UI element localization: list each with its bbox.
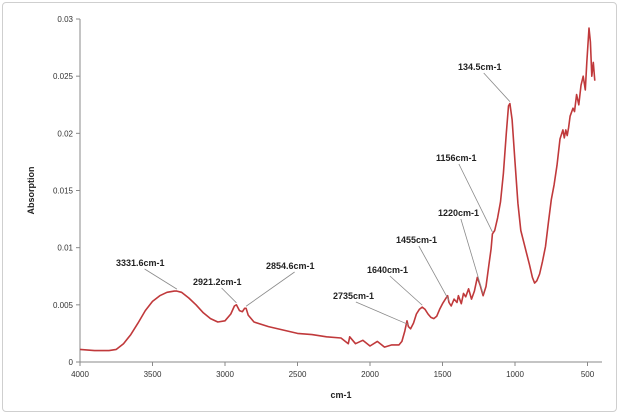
annotation-leader: [245, 271, 295, 307]
y-tick-label: 0: [69, 358, 74, 367]
peak-annotation: 2735cm-1: [333, 291, 374, 301]
annotation-leader: [418, 245, 450, 301]
annotation-leader: [460, 218, 484, 294]
x-tick-label: 4000: [71, 370, 89, 379]
peak-annotation: 1455cm-1: [396, 235, 437, 245]
x-tick-label: 1000: [506, 370, 524, 379]
peak-annotation: 3331.6cm-1: [116, 258, 165, 268]
x-axis-title: cm-1: [330, 390, 351, 400]
axes: 0 0.005 0.01 0.015 0.02 0.025 0.03 4000 3500 3000…: [53, 15, 602, 379]
peak-annotation: 1640cm-1: [367, 265, 408, 275]
peak-annotation: 134.5cm-1: [458, 62, 502, 72]
peak-annotation: 1220cm-1: [438, 208, 479, 218]
peak-annotation: 1156cm-1: [436, 153, 477, 163]
annotation-leader: [483, 72, 511, 102]
y-tick-label: 0.03: [57, 15, 73, 24]
x-tick-label: 3000: [216, 370, 234, 379]
y-tick-label: 0.01: [57, 244, 73, 253]
series-group: [79, 27, 596, 352]
annotation-leader: [458, 163, 493, 233]
peak-annotation: 2921.2cm-1: [193, 277, 242, 287]
y-tick-label: 0.025: [53, 72, 74, 81]
annotation-leader: [355, 301, 409, 325]
x-tick-label: 1500: [434, 370, 452, 379]
spectrum-line: [79, 27, 596, 352]
annotation-leader: [221, 287, 237, 304]
annotation-leader: [389, 275, 423, 306]
y-axis-title: Absorption: [26, 167, 36, 215]
x-tick-label: 2000: [361, 370, 379, 379]
peak-annotation: 2854.6cm-1: [266, 261, 315, 271]
annotations-group: 3331.6cm-1 2921.2cm-1 2854.6cm-1 2735cm-1 16…: [116, 62, 511, 325]
x-tick-label: 500: [581, 370, 595, 379]
y-tick-label: 0.015: [53, 187, 74, 196]
annotation-leader: [144, 268, 178, 290]
y-tick-label: 0.02: [57, 129, 73, 138]
y-tick-label: 0.005: [53, 301, 74, 310]
x-tick-label: 2500: [289, 370, 307, 379]
x-tick-label: 3500: [144, 370, 162, 379]
